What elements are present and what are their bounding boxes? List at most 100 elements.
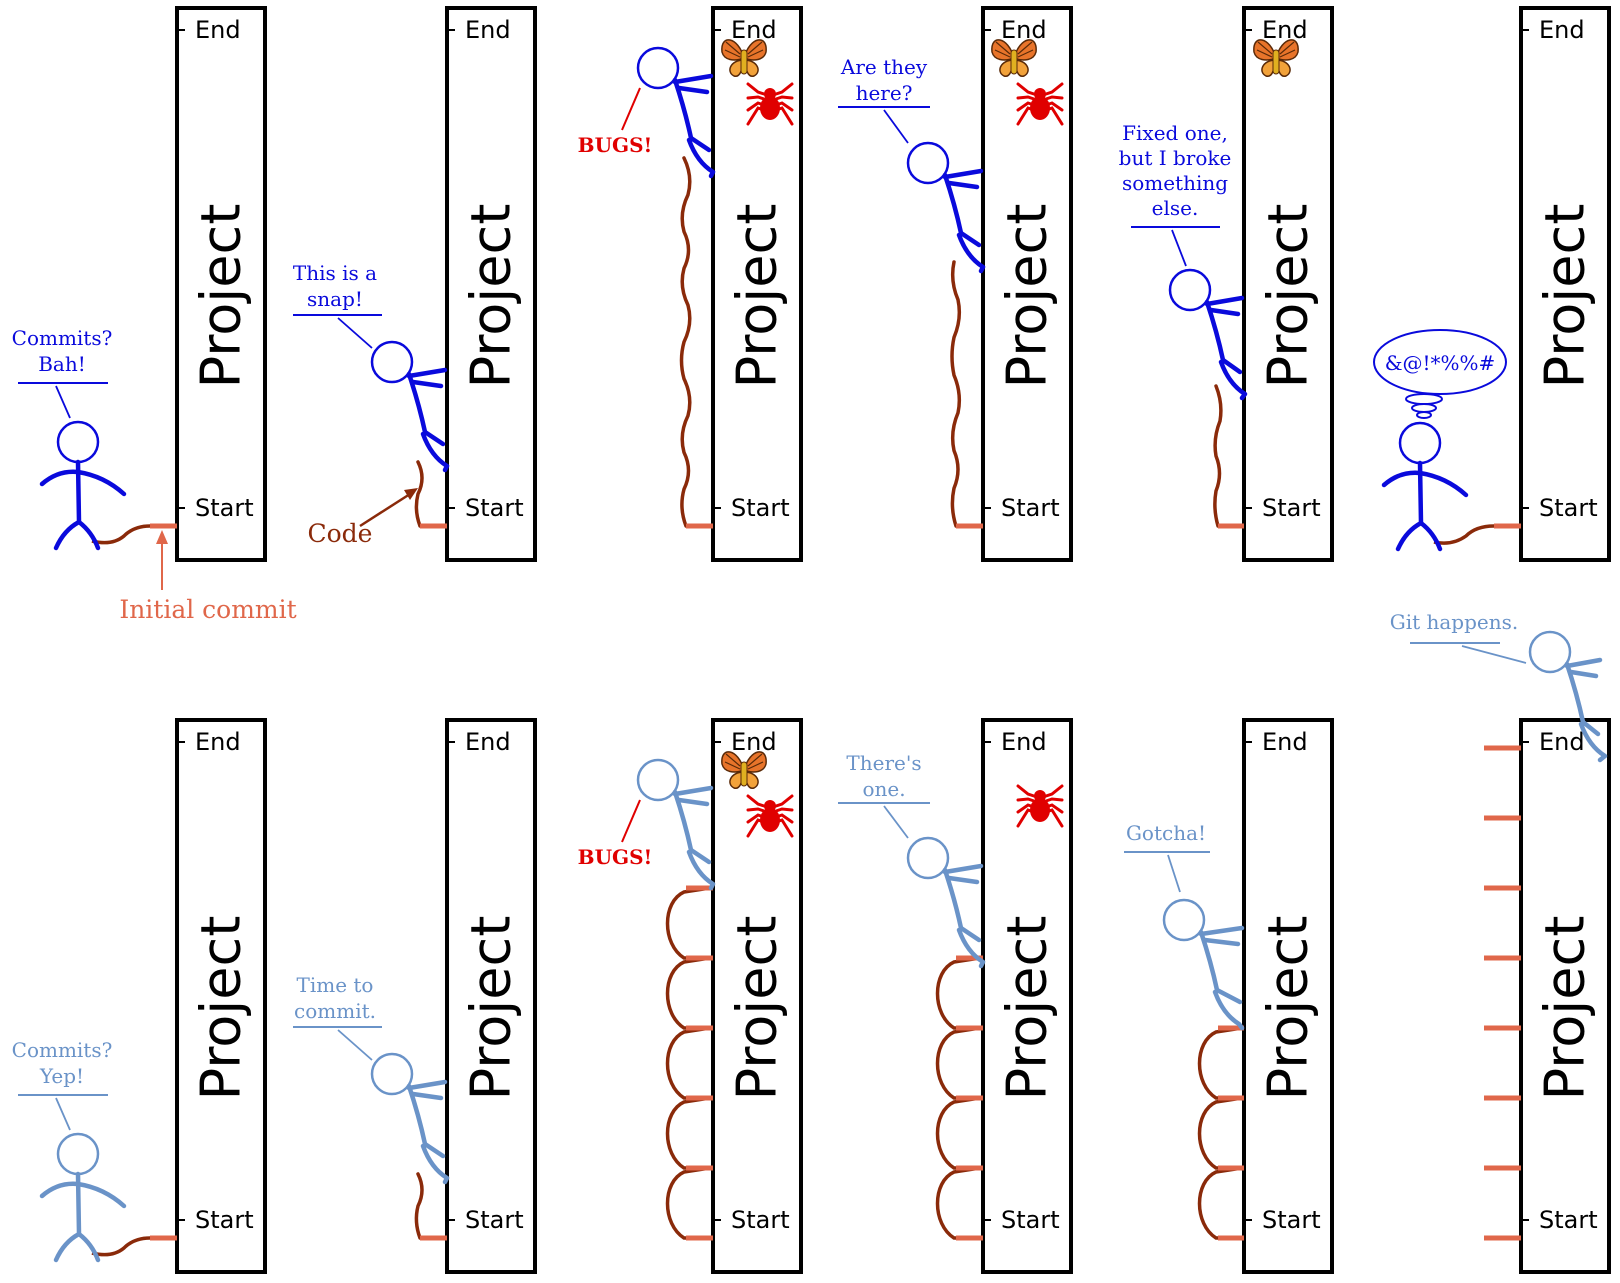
climbing-figure	[1528, 630, 1608, 763]
figure-head	[1528, 630, 1572, 674]
code-line	[665, 886, 712, 1240]
climbing-figure	[636, 46, 716, 179]
thought-text: &@!*%%#	[1385, 351, 1496, 375]
start-label: Start	[1262, 494, 1321, 522]
speech-pointer	[1461, 645, 1527, 664]
project-title: Project	[1257, 916, 1320, 1101]
project-pillar: End Start Project	[1519, 6, 1611, 562]
figure-body	[942, 172, 964, 236]
butterfly-vein	[724, 753, 741, 770]
code-line	[1213, 384, 1223, 528]
spider-icon	[1016, 784, 1064, 828]
project-pillar: End Start Project	[711, 718, 803, 1274]
initial-commit-arrowhead	[156, 530, 168, 544]
bug-icons	[721, 39, 1299, 838]
code-climbs	[91, 156, 1521, 1257]
speech-line: There's	[846, 751, 921, 775]
end-label: End	[1001, 728, 1047, 756]
end-label: End	[731, 728, 777, 756]
speech-line: here?	[856, 81, 913, 105]
thought-bubble: &@!*%%#	[1373, 329, 1507, 419]
butterfly-icon	[721, 751, 767, 790]
thought-cloud	[1373, 329, 1507, 395]
figure-arms	[39, 469, 127, 497]
pillar-frame	[175, 6, 267, 562]
figure-head	[906, 836, 950, 880]
figure-arms	[1204, 295, 1245, 317]
spider-body	[760, 808, 780, 832]
project-pillar: End Start Project	[1242, 6, 1334, 562]
spider-icon	[746, 794, 794, 838]
speech-line: snap!	[307, 287, 363, 311]
end-label: End	[1262, 728, 1308, 756]
code-line	[1197, 1026, 1244, 1240]
speech-pointer	[337, 317, 373, 349]
butterfly-icon	[721, 39, 767, 78]
speech-line: one.	[862, 777, 905, 801]
project-pillar: End Start Project	[981, 718, 1073, 1274]
butterfly-body	[1272, 49, 1280, 75]
figure-arms	[1564, 657, 1603, 679]
spider-head	[1034, 88, 1046, 100]
project-title: Project	[190, 204, 253, 389]
butterfly-vein	[747, 753, 764, 770]
speech-line: Commits?	[12, 1038, 113, 1062]
climbing-figure	[370, 340, 450, 473]
figure-head	[906, 141, 950, 185]
figure-legs	[956, 230, 986, 274]
figure-legs	[53, 1231, 101, 1263]
code-line	[414, 1172, 424, 1240]
figure-arms	[1381, 470, 1469, 498]
speech-git-happens: Git happens.	[1390, 610, 1527, 664]
figure-arms	[406, 367, 448, 389]
figure-body	[672, 789, 694, 853]
pillar-frame	[981, 6, 1073, 562]
code-line	[91, 524, 151, 545]
figure-arms	[672, 73, 714, 95]
start-label: Start	[195, 494, 254, 522]
figure-legs	[420, 429, 450, 473]
pillar-frame	[711, 718, 803, 1274]
figure-head	[636, 46, 680, 90]
speech-line: Time to	[297, 973, 374, 997]
start-label: Start	[731, 1206, 790, 1234]
project-pillar: End Start Project	[1519, 718, 1611, 1274]
pillar-frame	[175, 718, 267, 1274]
figure-body	[1198, 929, 1220, 993]
project-pillar: End Start Project	[1242, 718, 1334, 1274]
bugs-pointer	[621, 799, 641, 843]
project-title: Project	[996, 916, 1059, 1101]
figure-legs	[420, 1141, 450, 1185]
speech-pointer	[883, 109, 909, 144]
speech-line: Fixed one,	[1122, 121, 1228, 145]
spider-icon	[746, 82, 794, 126]
end-label: End	[731, 16, 777, 44]
bugs-exclamation: BUGS!	[578, 87, 652, 157]
speech-line: something	[1122, 171, 1228, 195]
project-title: Project	[1534, 916, 1597, 1101]
figure-head	[56, 420, 100, 464]
project-title: Project	[1534, 204, 1597, 389]
speech-commits-yep: Commits?Yep!	[12, 1038, 113, 1131]
figure-body	[1204, 299, 1226, 363]
butterfly-wing	[991, 39, 1015, 61]
figure-arms	[672, 785, 714, 807]
project-pillars: End Start Project End Start Project End Start Pr…	[175, 6, 1611, 1274]
pillar-frame	[711, 6, 803, 562]
figure-legs	[1212, 987, 1245, 1031]
butterfly-vein	[1017, 41, 1034, 58]
speech-line: Commits?	[12, 326, 113, 350]
start-label: Start	[195, 1206, 254, 1234]
pillar-frame	[445, 718, 537, 1274]
project-title: Project	[1257, 204, 1320, 389]
code-line	[679, 156, 692, 528]
pillar-frame	[1242, 6, 1334, 562]
speech-line: Yep!	[39, 1064, 84, 1088]
code-arrowhead	[404, 488, 418, 500]
spider-head	[764, 88, 776, 100]
speech-commits-bah: Commits?Bah!	[12, 326, 113, 419]
bugs-pointer	[621, 87, 641, 131]
speech-pointer	[55, 385, 71, 419]
project-title: Project	[996, 204, 1059, 389]
